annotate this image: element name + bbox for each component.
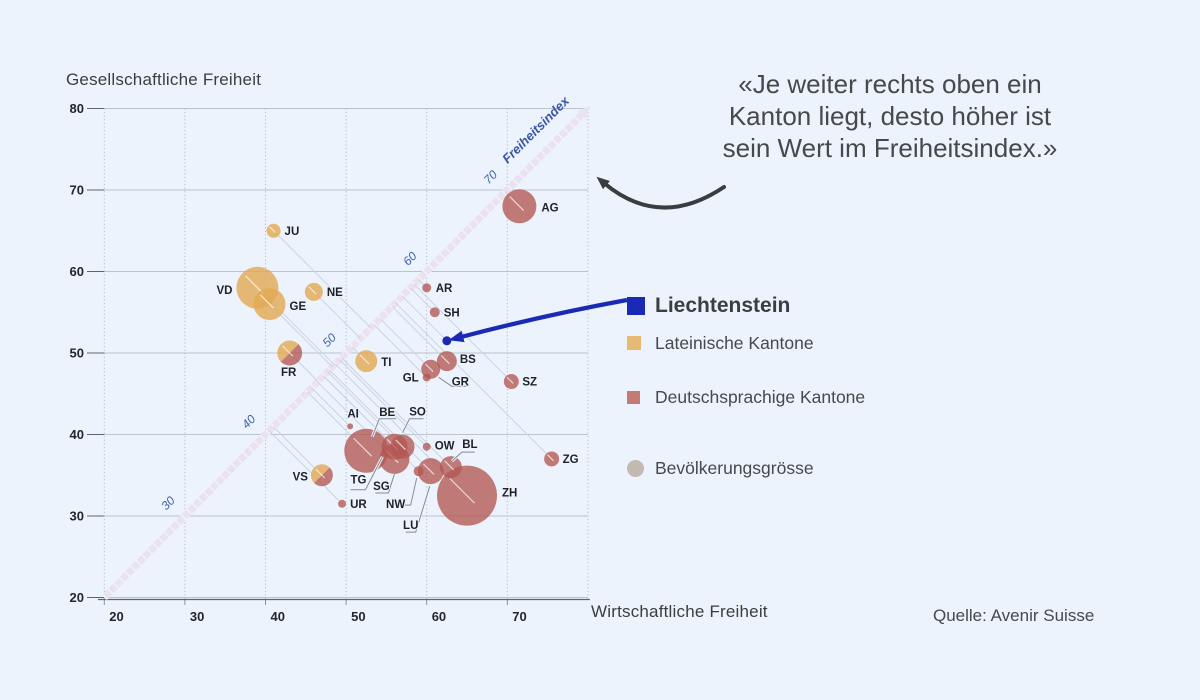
canton-label-VD: VD (216, 285, 232, 297)
x-tick-label: 50 (351, 609, 365, 624)
source-attribution: Quelle: Avenir Suisse (933, 606, 1095, 625)
canton-label-BL: BL (462, 439, 477, 451)
canton-label-UR: UR (350, 499, 367, 511)
y-axis-title: Gesellschaftliche Freiheit (66, 70, 262, 89)
diagonal-tick-label: 70 (481, 167, 501, 187)
grid: 20 30 40 50 60 70 80 20 30 40 50 60 70 (70, 101, 590, 624)
pull-quote-line-1: «Je weiter rechts oben ein (738, 69, 1042, 99)
legend-label-liechtenstein: Liechtenstein (655, 294, 791, 317)
canton-bubbles (236, 189, 560, 526)
x-tick-label: 40 (271, 609, 285, 624)
canton-label-AG: AG (541, 202, 558, 214)
canton-label-GL: GL (403, 372, 419, 384)
canton-label-FR: FR (281, 367, 297, 379)
population-size-swatch-icon (627, 459, 644, 477)
canton-label-BS: BS (460, 354, 476, 366)
canton-label-SG: SG (373, 481, 390, 493)
diagonal-tick-label: 50 (320, 330, 340, 350)
y-tick-label: 20 (70, 590, 84, 605)
canton-labels: JU VD GE NE FR TI VS AG AR SH BS GR GL SZ AI BE TG SO SG OW… (215, 201, 580, 534)
canton-label-SZ: SZ (522, 377, 537, 389)
bubble-UR (338, 499, 347, 508)
y-tick-label: 30 (70, 509, 84, 524)
legend-item-latin-cantons: Lateinische Kantone (627, 331, 814, 355)
canton-label-GR: GR (452, 376, 470, 388)
y-tick-label: 80 (70, 101, 84, 116)
legend-item-liechtenstein: Liechtenstein (627, 294, 790, 318)
projection-lines (257, 191, 552, 505)
diagonal-axis-label: Freiheitsindex (499, 93, 572, 166)
liechtenstein-dot (442, 336, 452, 346)
x-tick-label: 70 (512, 609, 526, 624)
canton-label-ZG: ZG (563, 454, 579, 466)
canton-label-VS: VS (293, 471, 309, 483)
x-tick-label: 20 (109, 609, 123, 624)
canton-label-AR: AR (436, 283, 453, 295)
diagonal-arrowhead-icon (577, 105, 591, 119)
canton-label-LU: LU (403, 520, 418, 532)
canton-label-NE: NE (327, 287, 343, 299)
legend-item-population-size: Bevölkerungsgrösse (627, 456, 814, 480)
canton-label-SO: SO (409, 407, 426, 419)
y-tick-label: 60 (70, 264, 84, 279)
quote-arrow (596, 176, 726, 210)
bubble-AI (347, 423, 354, 430)
pull-quote-line-3: sein Wert im Freiheitsindex.» (722, 133, 1058, 163)
legend-label-german-cantons: Deutschsprachige Kantone (655, 386, 866, 407)
latin-cantons-swatch-icon (627, 336, 641, 350)
canton-label-OW: OW (435, 441, 455, 453)
canton-label-ZH: ZH (502, 488, 517, 500)
y-tick-label: 70 (70, 183, 84, 198)
x-tick-label: 30 (190, 609, 204, 624)
canton-label-AI: AI (347, 408, 359, 420)
diagonal-tick-label: 30 (158, 493, 178, 513)
liechtenstein-arrow (448, 297, 628, 343)
pull-quote-line-2: Kanton liegt, desto höher ist (728, 101, 1052, 131)
canton-label-TI: TI (381, 357, 391, 369)
canton-label-JU: JU (285, 226, 300, 238)
canton-label-GE: GE (290, 301, 307, 313)
canton-label-TG: TG (350, 475, 366, 487)
bubble-NW (413, 466, 424, 477)
canton-label-NW: NW (386, 499, 405, 511)
legend-label-population-size: Bevölkerungsgrösse (655, 457, 814, 478)
german-cantons-swatch-icon (627, 390, 640, 404)
bubble-OW (422, 442, 431, 451)
canton-label-SH: SH (444, 307, 460, 319)
pull-quote: «Je weiter rechts oben ein Kanton liegt,… (640, 68, 1140, 164)
x-tick-label: 60 (432, 609, 446, 624)
liechtenstein-swatch-icon (627, 297, 645, 315)
bubble-AR (422, 283, 432, 293)
diagonal-tick-label: 40 (239, 412, 259, 432)
canton-label-BE: BE (379, 407, 395, 419)
bubble-SH (429, 307, 440, 318)
legend-item-german-cantons: Deutschsprachige Kantone (627, 385, 865, 409)
legend-label-latin-cantons: Lateinische Kantone (655, 332, 814, 353)
y-tick-label: 40 (70, 427, 84, 442)
y-tick-label: 50 (70, 346, 84, 361)
diagonal-tick-label: 60 (400, 249, 420, 269)
bubble-GL (422, 373, 431, 382)
x-axis-title: Wirtschaftliche Freiheit (591, 602, 768, 621)
